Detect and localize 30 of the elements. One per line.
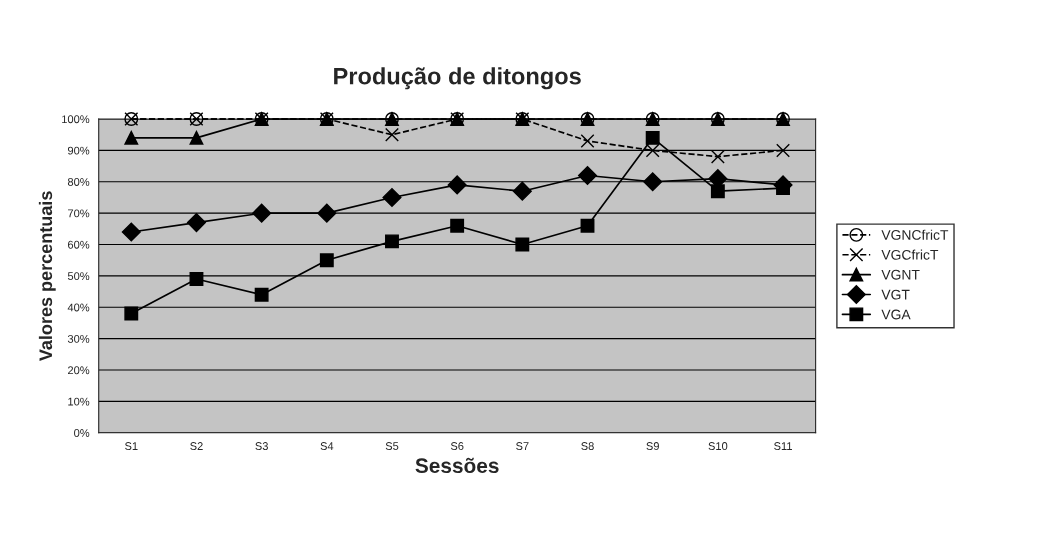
x-tick-label: S2 (190, 442, 203, 450)
legend-label: VGNCfricT (881, 229, 949, 240)
y-tick-label: 60% (68, 240, 90, 249)
x-axis-title: Sessões (415, 457, 499, 474)
y-tick-label: 100% (62, 115, 90, 124)
x-tick-label: S3 (255, 442, 268, 450)
y-tick-label: 0% (74, 429, 90, 437)
chart-title: Produção de ditongos (334, 67, 581, 90)
x-tick-label: S7 (516, 442, 529, 450)
legend-label: VGT (881, 289, 910, 300)
y-tick-label: 70% (68, 209, 90, 218)
y-tick-label: 10% (68, 397, 90, 406)
y-tick-label: 30% (67, 334, 90, 343)
y-tick-label: 40% (67, 303, 90, 312)
x-tick-label: S5 (385, 442, 399, 450)
x-tick-label: S10 (708, 442, 728, 450)
y-tick-label: 90% (67, 146, 90, 155)
legend-label: VGA (881, 309, 911, 320)
x-tick-label: S1 (125, 442, 138, 450)
y-tick-label: 50% (67, 272, 90, 281)
x-tick-label: S4 (320, 442, 334, 450)
legend-label: VGCfricT (881, 249, 939, 260)
y-axis-title: Valores percentuais (38, 191, 56, 362)
y-tick-label: 20% (68, 366, 90, 375)
x-tick-label: S8 (581, 442, 594, 450)
y-tick-label: 80% (67, 178, 90, 186)
x-tick-label: S6 (450, 442, 464, 450)
legend-label: VGNT (881, 269, 920, 280)
x-tick-label: S9 (646, 442, 659, 450)
x-tick-label: S11 (774, 442, 792, 450)
